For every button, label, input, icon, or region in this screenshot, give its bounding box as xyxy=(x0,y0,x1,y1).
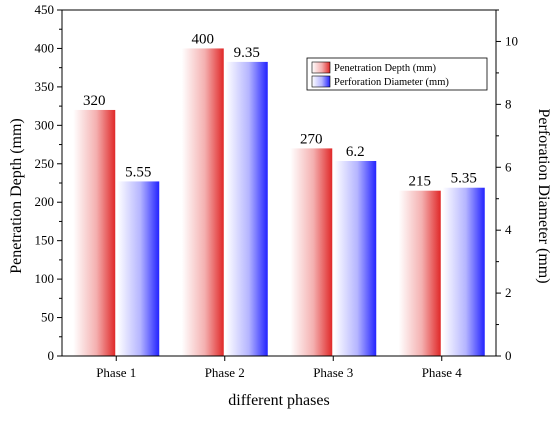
right-y-tick-label: 4 xyxy=(505,222,512,237)
data-label-penetration-depth: 320 xyxy=(83,93,106,109)
x-tick-label: Phase 4 xyxy=(422,365,463,380)
right-y-tick-label: 10 xyxy=(505,33,518,48)
right-y-tick-label: 8 xyxy=(505,96,512,111)
left-y-axis-title: Penetration Depth (mm) xyxy=(8,118,25,274)
data-label-penetration-depth: 215 xyxy=(409,174,432,190)
legend: Penetration Depth (mm) Perforation Diame… xyxy=(306,57,488,91)
bar-penetration-depth xyxy=(181,48,224,356)
x-tick-label: Phase 3 xyxy=(313,365,353,380)
bar-perforation-diameter xyxy=(334,160,377,356)
left-y-axis: 0 50 100 150 200 250 300 350 400 450 xyxy=(35,2,62,363)
data-label-perforation-diameter: 5.35 xyxy=(451,171,477,187)
right-y-axis-title: Perforation Diameter (mm) xyxy=(535,108,550,283)
x-axis-title: different phases xyxy=(228,392,329,409)
left-y-tick-label: 350 xyxy=(35,79,55,94)
bar-penetration-depth xyxy=(290,148,333,356)
right-y-tick-label: 2 xyxy=(505,285,512,300)
bar-perforation-diameter xyxy=(117,181,160,356)
left-y-tick-label: 450 xyxy=(35,2,55,17)
bar-penetration-depth xyxy=(398,190,441,356)
bars-layer xyxy=(73,48,485,357)
data-label-penetration-depth: 270 xyxy=(300,131,323,147)
legend-swatch-perforation-diameter xyxy=(311,75,331,88)
left-y-tick-label: 250 xyxy=(35,156,55,171)
left-y-tick-label: 200 xyxy=(35,194,55,209)
right-y-axis: 0 2 4 6 8 10 xyxy=(496,9,518,363)
bar-penetration-depth xyxy=(73,109,116,356)
data-label-perforation-diameter: 9.35 xyxy=(234,45,260,61)
left-y-tick-label: 0 xyxy=(48,348,55,363)
left-y-tick-label: 300 xyxy=(35,117,55,132)
legend-box xyxy=(306,57,488,91)
left-y-tick-label: 100 xyxy=(35,271,55,286)
data-label-perforation-diameter: 5.55 xyxy=(125,164,151,180)
data-label-perforation-diameter: 6.2 xyxy=(346,144,365,160)
x-tick-label: Phase 2 xyxy=(205,365,245,380)
data-label-penetration-depth: 400 xyxy=(192,31,215,47)
data-labels-layer: 320 400 270 215 5.55 9.35 6.2 5.35 xyxy=(83,31,477,189)
legend-swatch-penetration-depth xyxy=(311,61,331,74)
right-y-tick-label: 6 xyxy=(505,159,512,174)
x-axis: Phase 1 Phase 2 Phase 3 Phase 4 xyxy=(96,356,462,380)
x-tick-label: Phase 1 xyxy=(96,365,136,380)
left-y-tick-label: 150 xyxy=(35,233,55,248)
legend-label-perforation-diameter: Perforation Diameter (mm) xyxy=(334,77,449,88)
left-y-tick-label: 400 xyxy=(35,40,55,55)
bar-perforation-diameter xyxy=(225,61,268,357)
right-y-tick-label: 0 xyxy=(505,348,512,363)
left-y-tick-label: 50 xyxy=(41,310,54,325)
legend-label-penetration-depth: Penetration Depth (mm) xyxy=(334,63,437,74)
bar-perforation-diameter xyxy=(442,187,485,356)
